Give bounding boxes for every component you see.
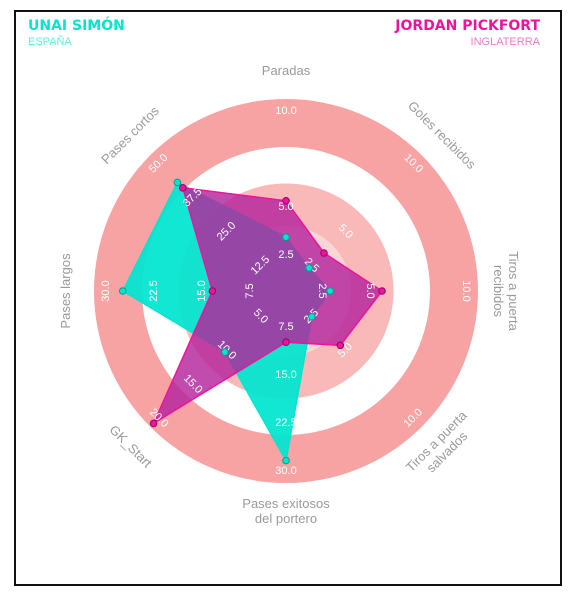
data-point-player-b xyxy=(282,197,290,205)
tick-label: 2.5 xyxy=(278,249,293,261)
tick-label: 10.0 xyxy=(460,280,472,301)
player-a-name: UNAI SIMÓN xyxy=(28,18,125,34)
data-point-player-b xyxy=(378,287,386,295)
axis-label-line: Paradas xyxy=(262,63,311,78)
tick-label: 7.5 xyxy=(278,321,293,333)
tick-label: 5.0 xyxy=(364,283,376,298)
data-point-player-b xyxy=(282,338,290,347)
axis-label-line: Tiros a puerta xyxy=(506,251,521,331)
axis-label: Pases largos xyxy=(58,253,73,329)
axis-label-line: Pases largos xyxy=(58,253,73,329)
data-point-player-b xyxy=(208,287,217,295)
tick-label: 22.5 xyxy=(148,280,160,301)
chart-frame: 2.55.07.510.02.55.07.510.02.55.07.510.02… xyxy=(14,10,562,586)
data-point-player-a xyxy=(326,287,335,295)
tick-label: 10.0 xyxy=(275,105,296,117)
tick-label: 15.0 xyxy=(196,280,208,301)
data-point-player-a xyxy=(173,178,182,187)
player-b-country: INGLATERRA xyxy=(470,36,540,48)
tick-label: 30.0 xyxy=(275,465,296,477)
tick-label: 7.5 xyxy=(278,153,293,165)
tick-label: 7.5 xyxy=(244,283,256,298)
axis-label: Pases exitosos del portero xyxy=(242,496,330,526)
axis-label-line: Pases exitosos xyxy=(242,496,330,511)
data-point-player-a xyxy=(282,233,290,241)
data-point-player-a xyxy=(282,456,290,465)
axis-label: Paradas xyxy=(262,63,311,78)
tick-label: 30.0 xyxy=(100,280,112,301)
axis-label-line: del portero xyxy=(255,511,317,526)
axis-label: GK_Start xyxy=(107,422,156,471)
data-point-player-a xyxy=(221,348,229,356)
tick-label: 5.0 xyxy=(278,201,293,213)
data-point-player-b xyxy=(149,419,158,428)
axis-label-line: recibidos xyxy=(491,265,506,318)
data-point-player-a xyxy=(119,287,127,295)
data-point-player-b xyxy=(336,341,345,350)
tick-label: 22.5 xyxy=(275,417,296,429)
data-points xyxy=(119,178,386,465)
tick-label: 15.0 xyxy=(275,369,296,381)
data-point-player-b xyxy=(320,249,328,257)
data-point-player-a xyxy=(305,264,313,272)
data-point-player-a xyxy=(308,313,316,321)
axis-label-line: GK_Start xyxy=(107,422,156,471)
player-b-name: JORDAN PICKFORT xyxy=(395,18,540,34)
axis-label: Tiros a puertarecibidos xyxy=(491,251,521,331)
data-point-player-b xyxy=(179,184,187,192)
tick-label: 2.5 xyxy=(316,283,328,298)
player-a-country: ESPAÑA xyxy=(28,36,72,48)
tick-label: 7.5 xyxy=(412,283,424,298)
radar-chart: 2.55.07.510.02.55.07.510.02.55.07.510.02… xyxy=(58,63,521,526)
